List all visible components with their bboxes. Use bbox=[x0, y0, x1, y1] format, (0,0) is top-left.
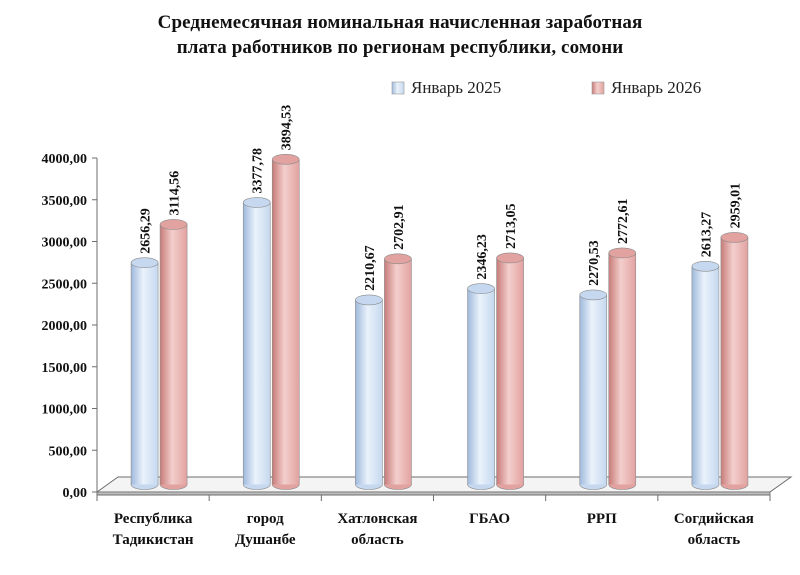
y-tick-label: 1500,00 bbox=[42, 361, 88, 376]
bar-value-label: 2210,67 bbox=[363, 245, 378, 291]
bar-jan2025 bbox=[691, 260, 720, 490]
y-tick-label: 0,00 bbox=[63, 486, 88, 501]
legend-label: Январь 2026 bbox=[611, 78, 701, 97]
bar-value-label: 3894,53 bbox=[280, 105, 295, 151]
x-category-label: Хатлонская bbox=[337, 511, 417, 527]
bar-value-label: 2613,27 bbox=[699, 212, 714, 258]
y-tick-label: 500,00 bbox=[49, 444, 88, 459]
bar-jan2026 bbox=[496, 252, 524, 490]
y-tick-label: 1000,00 bbox=[42, 403, 88, 418]
x-category-label: Согдийская bbox=[674, 511, 754, 527]
x-category-label: Душанбе bbox=[235, 532, 296, 548]
legend-label: Январь 2025 bbox=[411, 78, 501, 97]
bar-jan2025 bbox=[130, 257, 159, 490]
bar-jan2025 bbox=[355, 294, 383, 490]
bar-jan2026 bbox=[720, 232, 749, 490]
bar-value-label: 2772,61 bbox=[616, 198, 631, 244]
x-category-label: область bbox=[688, 532, 741, 548]
bar-jan2026 bbox=[384, 253, 412, 490]
x-category-label: РРП bbox=[587, 511, 617, 527]
y-tick-label: 3000,00 bbox=[42, 236, 88, 251]
bar-value-label: 2346,23 bbox=[475, 234, 490, 280]
x-category-label: Тадикистан bbox=[113, 532, 194, 548]
bar-value-label: 3114,56 bbox=[168, 171, 183, 216]
bar-value-label: 2959,01 bbox=[728, 183, 743, 229]
x-category-label: область bbox=[351, 532, 404, 548]
bar-value-label: 2656,29 bbox=[139, 208, 154, 254]
bar-jan2026 bbox=[271, 154, 300, 490]
bar-value-label: 2713,05 bbox=[504, 203, 519, 249]
bar-value-label: 3377,78 bbox=[251, 148, 266, 194]
legend-swatch bbox=[391, 81, 405, 95]
legend-item-jan2026: Январь 2026 bbox=[591, 78, 701, 97]
legend-swatch bbox=[591, 81, 605, 95]
bar-value-label: 2702,91 bbox=[392, 204, 407, 250]
x-category-label: Республика bbox=[114, 511, 193, 527]
legend-item-jan2025: Январь 2025 bbox=[391, 78, 501, 97]
x-category-label: ГБАО bbox=[469, 511, 510, 527]
bar-value-label: 2270,53 bbox=[587, 240, 602, 286]
y-tick-label: 2000,00 bbox=[42, 319, 88, 334]
y-tick-label: 2500,00 bbox=[42, 277, 88, 292]
bar-jan2025 bbox=[242, 197, 271, 490]
bar-jan2026 bbox=[159, 219, 188, 490]
y-tick-label: 4000,00 bbox=[42, 152, 88, 167]
chart-floor bbox=[95, 476, 793, 493]
x-category-label: город bbox=[247, 511, 284, 527]
chart-title-line-2: плата работников по регионам республики,… bbox=[176, 37, 624, 58]
bar-jan2025 bbox=[467, 283, 495, 490]
chart-title-line-1: Среднемесячная номинальная начисленная з… bbox=[157, 12, 643, 33]
y-tick-label: 3500,00 bbox=[42, 194, 88, 209]
bar-jan2025 bbox=[579, 289, 608, 490]
bar-jan2026 bbox=[608, 247, 637, 490]
